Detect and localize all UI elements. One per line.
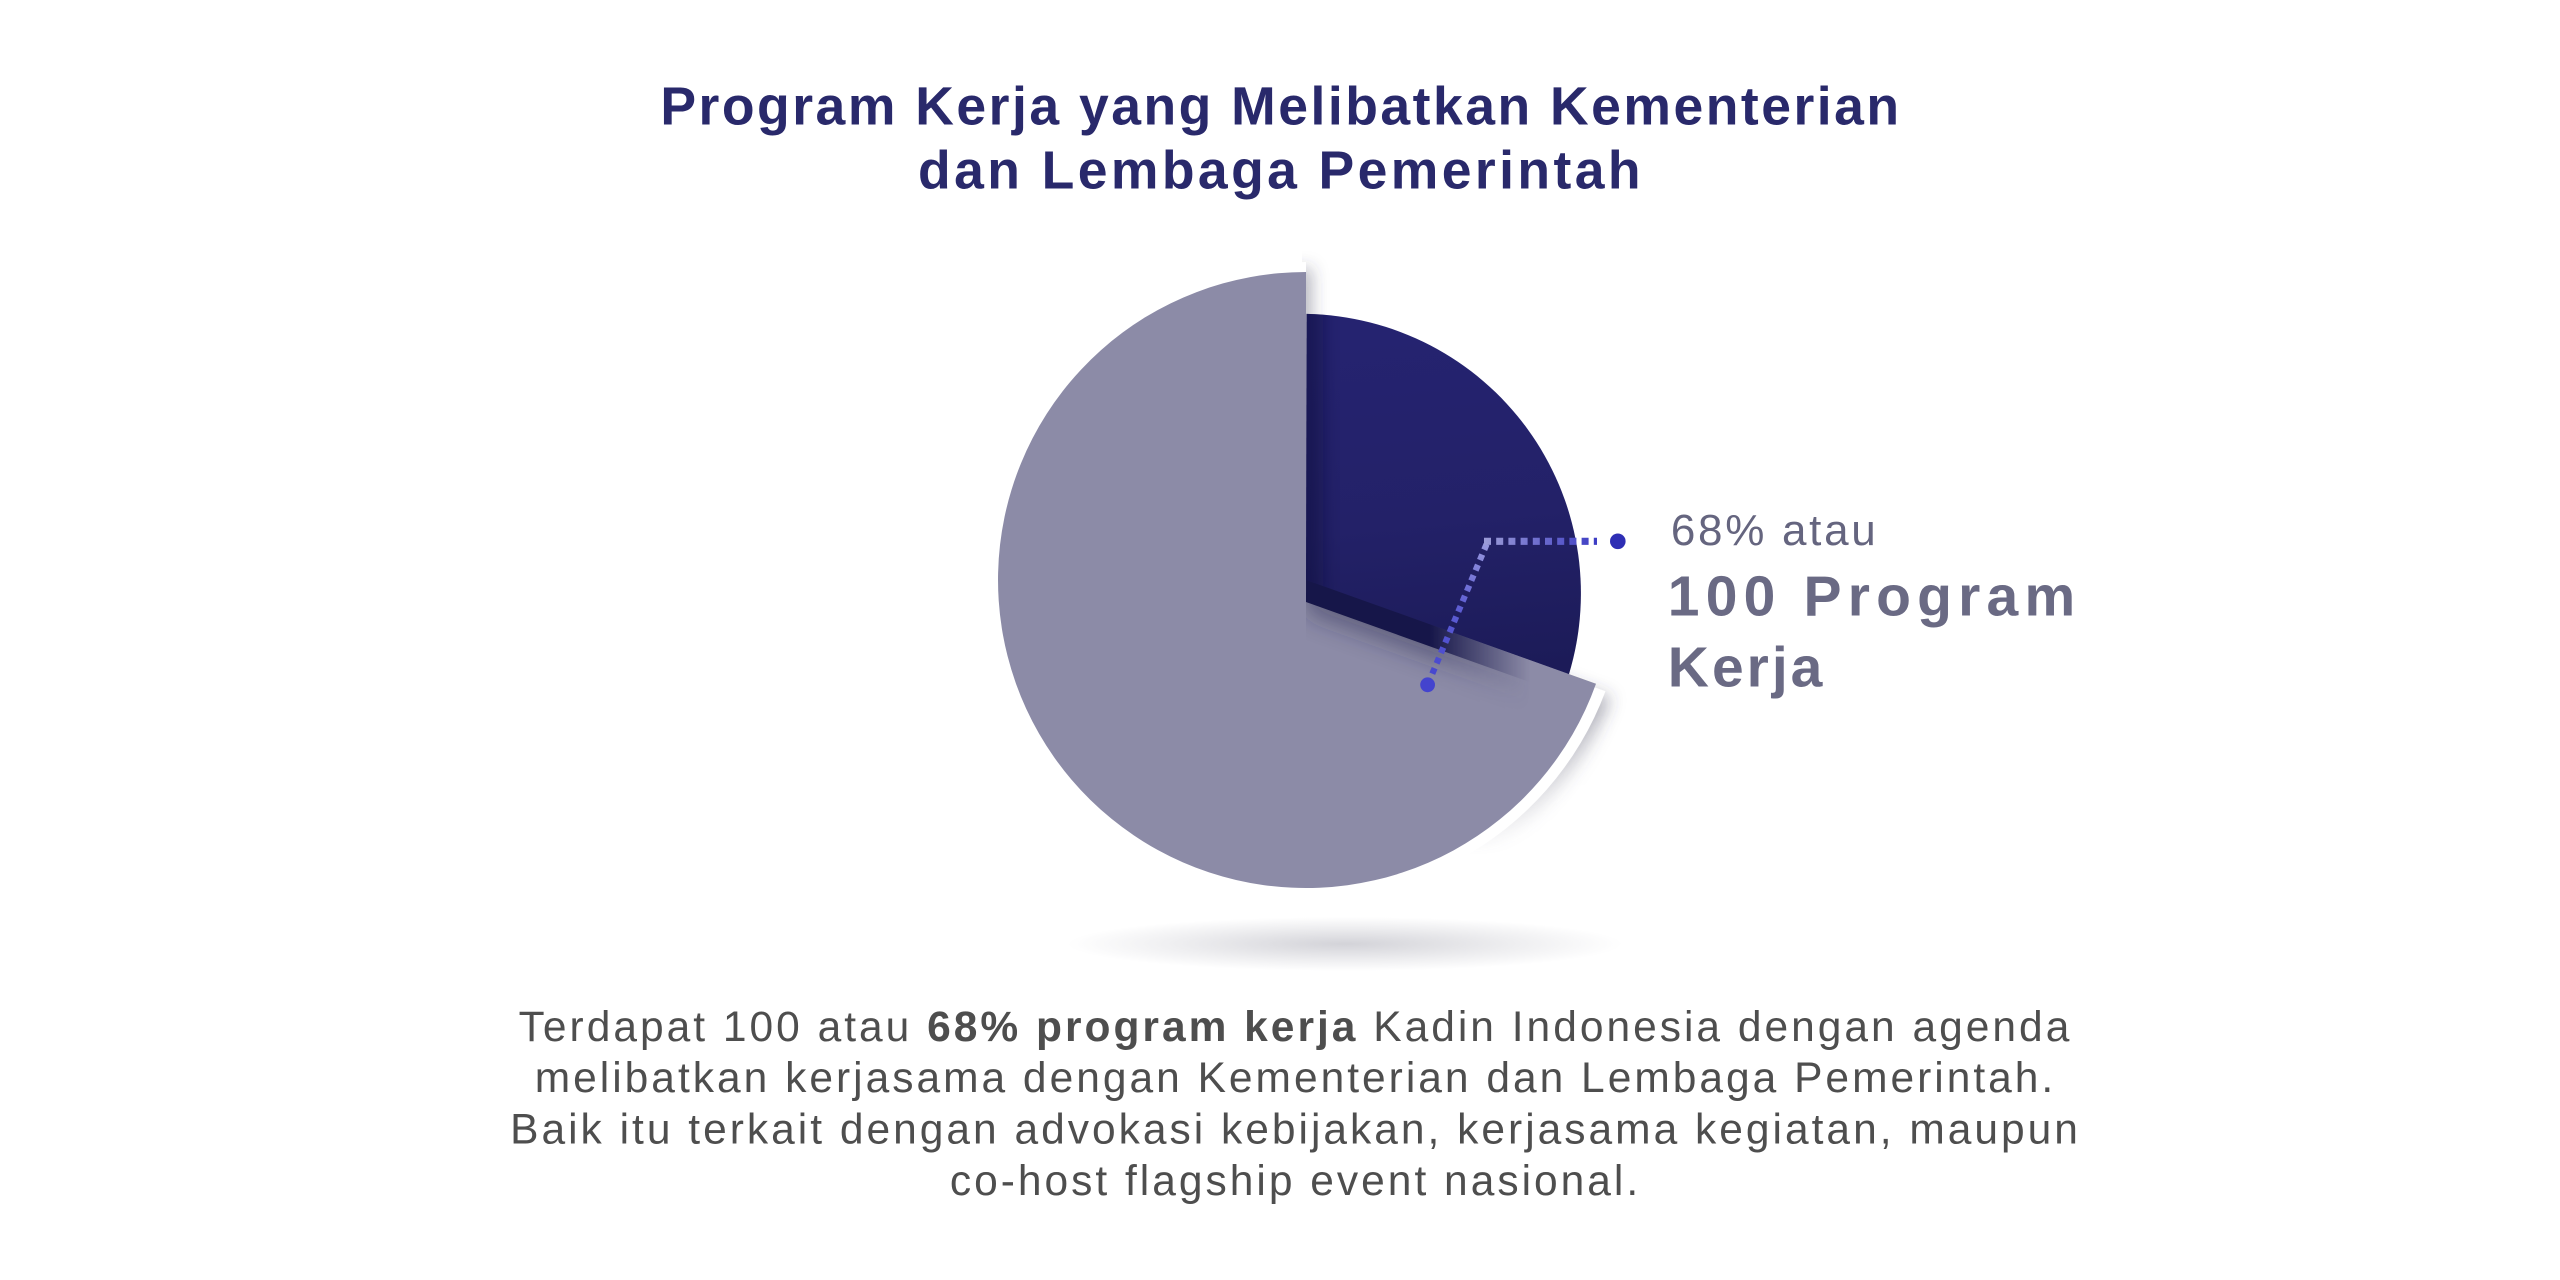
svg-text:melibatkan kerjasama dengan Ke: melibatkan kerjasama dengan Kementerian … [535,1055,2056,1102]
svg-text:Program Kerja yang Melibatkan: Program Kerja yang Melibatkan Kementeria… [660,77,1901,136]
svg-text:Kerja: Kerja [1668,635,1826,699]
svg-text:co-host flagship event nasiona: co-host flagship event nasional. [950,1158,1641,1205]
svg-text:dan Lembaga Pemerintah: dan Lembaga Pemerintah [918,141,1644,200]
svg-text:Terdapat 100 atau 68% program: Terdapat 100 atau 68% program kerja Kadi… [519,1004,2073,1051]
svg-text:68% atau: 68% atau [1671,506,1879,555]
svg-text:100 Program: 100 Program [1668,564,2082,628]
svg-text:Baik itu terkait dengan advoka: Baik itu terkait dengan advokasi kebijak… [510,1107,2081,1154]
